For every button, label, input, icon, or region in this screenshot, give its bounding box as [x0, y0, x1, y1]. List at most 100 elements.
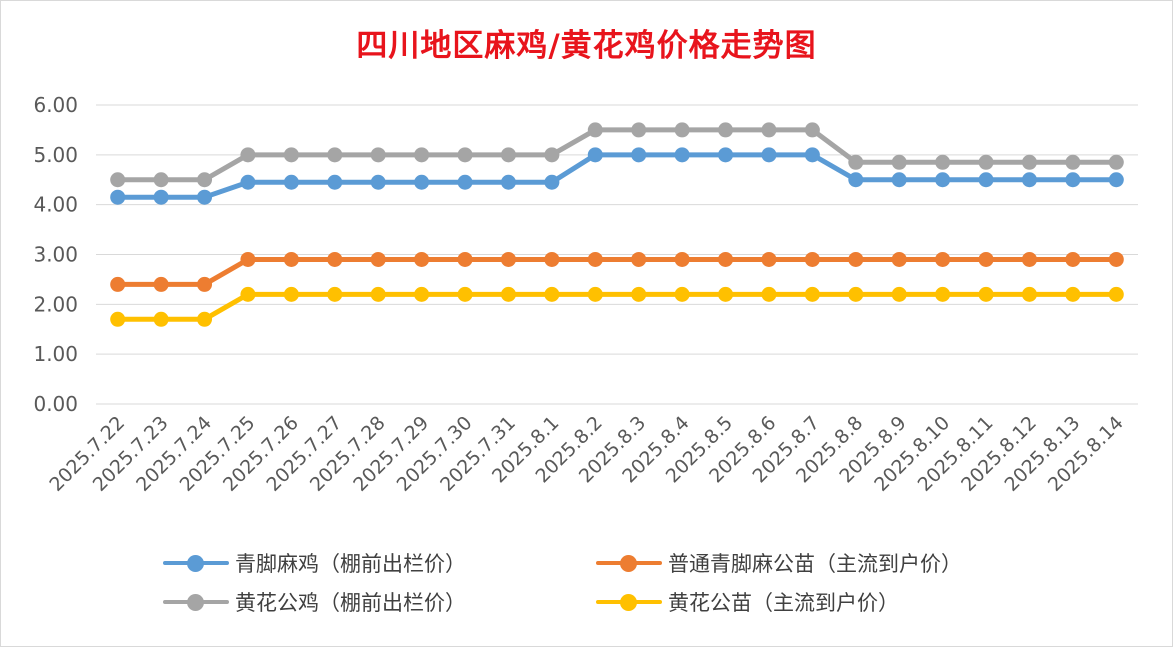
data-point[interactable]: [674, 147, 690, 163]
data-point[interactable]: [1021, 172, 1037, 188]
data-point[interactable]: [153, 276, 169, 292]
y-tick-label: 3.00: [33, 243, 78, 267]
data-point[interactable]: [935, 154, 951, 170]
data-point[interactable]: [804, 147, 820, 163]
data-point[interactable]: [327, 286, 343, 302]
series-2: [110, 122, 1124, 188]
data-point[interactable]: [370, 174, 386, 190]
data-point[interactable]: [327, 251, 343, 267]
data-point[interactable]: [978, 286, 994, 302]
data-point[interactable]: [370, 147, 386, 163]
data-point[interactable]: [761, 286, 777, 302]
data-point[interactable]: [935, 286, 951, 302]
data-point[interactable]: [457, 174, 473, 190]
data-point[interactable]: [414, 174, 430, 190]
data-point[interactable]: [761, 147, 777, 163]
data-point[interactable]: [197, 276, 213, 292]
data-point[interactable]: [848, 286, 864, 302]
data-point[interactable]: [761, 122, 777, 138]
data-point[interactable]: [500, 174, 516, 190]
data-point[interactable]: [674, 122, 690, 138]
data-point[interactable]: [370, 251, 386, 267]
data-point[interactable]: [631, 122, 647, 138]
data-point[interactable]: [848, 172, 864, 188]
data-point[interactable]: [848, 154, 864, 170]
data-point[interactable]: [110, 189, 126, 205]
data-point[interactable]: [153, 189, 169, 205]
data-point[interactable]: [457, 251, 473, 267]
data-point[interactable]: [587, 147, 603, 163]
data-point[interactable]: [500, 147, 516, 163]
data-point[interactable]: [631, 251, 647, 267]
data-point[interactable]: [587, 286, 603, 302]
data-point[interactable]: [500, 286, 516, 302]
data-point[interactable]: [978, 172, 994, 188]
data-point[interactable]: [544, 251, 560, 267]
data-point[interactable]: [848, 251, 864, 267]
data-point[interactable]: [153, 172, 169, 188]
data-point[interactable]: [283, 174, 299, 190]
data-point[interactable]: [891, 251, 907, 267]
data-point[interactable]: [891, 172, 907, 188]
data-point[interactable]: [1065, 172, 1081, 188]
data-point[interactable]: [153, 311, 169, 327]
data-point[interactable]: [240, 251, 256, 267]
data-point[interactable]: [1021, 251, 1037, 267]
data-point[interactable]: [1065, 251, 1081, 267]
data-point[interactable]: [978, 251, 994, 267]
data-point[interactable]: [240, 147, 256, 163]
data-point[interactable]: [891, 154, 907, 170]
data-point[interactable]: [500, 251, 516, 267]
data-point[interactable]: [1065, 154, 1081, 170]
data-point[interactable]: [674, 286, 690, 302]
data-point[interactable]: [197, 189, 213, 205]
data-point[interactable]: [1108, 286, 1124, 302]
data-point[interactable]: [327, 147, 343, 163]
data-point[interactable]: [978, 154, 994, 170]
data-point[interactable]: [110, 311, 126, 327]
data-point[interactable]: [414, 251, 430, 267]
data-point[interactable]: [544, 147, 560, 163]
data-point[interactable]: [718, 286, 734, 302]
data-point[interactable]: [283, 251, 299, 267]
data-point[interactable]: [804, 286, 820, 302]
data-point[interactable]: [1065, 286, 1081, 302]
data-point[interactable]: [1021, 286, 1037, 302]
data-point[interactable]: [110, 172, 126, 188]
data-point[interactable]: [631, 286, 647, 302]
data-point[interactable]: [891, 286, 907, 302]
data-point[interactable]: [110, 276, 126, 292]
data-point[interactable]: [197, 311, 213, 327]
data-point[interactable]: [761, 251, 777, 267]
data-point[interactable]: [240, 286, 256, 302]
data-point[interactable]: [1021, 154, 1037, 170]
data-point[interactable]: [935, 251, 951, 267]
data-point[interactable]: [587, 251, 603, 267]
data-point[interactable]: [718, 122, 734, 138]
data-point[interactable]: [631, 147, 647, 163]
data-point[interactable]: [1108, 251, 1124, 267]
data-point[interactable]: [718, 251, 734, 267]
data-point[interactable]: [587, 122, 603, 138]
data-point[interactable]: [370, 286, 386, 302]
data-point[interactable]: [674, 251, 690, 267]
data-point[interactable]: [935, 172, 951, 188]
data-point[interactable]: [240, 174, 256, 190]
data-point[interactable]: [804, 122, 820, 138]
data-point[interactable]: [1108, 154, 1124, 170]
data-point[interactable]: [283, 286, 299, 302]
data-series: [110, 122, 1124, 327]
data-point[interactable]: [457, 147, 473, 163]
data-point[interactable]: [414, 286, 430, 302]
data-point[interactable]: [457, 286, 473, 302]
data-point[interactable]: [804, 251, 820, 267]
data-point[interactable]: [544, 174, 560, 190]
data-point[interactable]: [544, 286, 560, 302]
data-point[interactable]: [283, 147, 299, 163]
data-point[interactable]: [414, 147, 430, 163]
data-point[interactable]: [1108, 172, 1124, 188]
data-point[interactable]: [327, 174, 343, 190]
data-point[interactable]: [197, 172, 213, 188]
data-point[interactable]: [718, 147, 734, 163]
